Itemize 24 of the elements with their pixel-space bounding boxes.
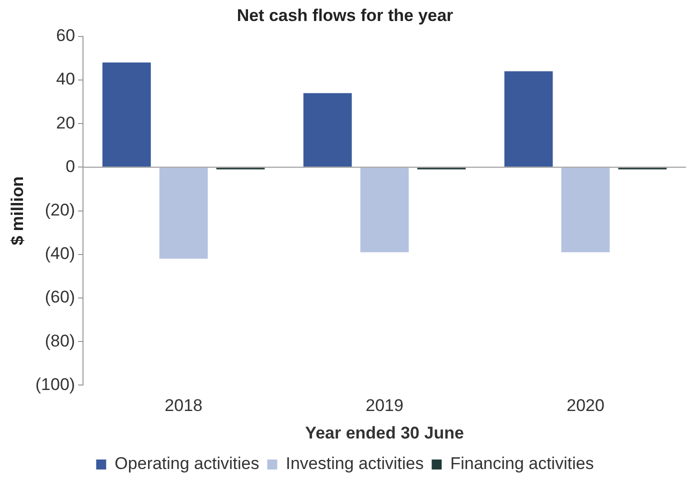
y-tick-label: 20: [56, 113, 76, 132]
y-tick-label: (60): [44, 288, 76, 307]
bar: [159, 168, 208, 259]
legend-label: Financing activities: [450, 454, 594, 474]
bar: [102, 62, 151, 167]
y-tick-label: 60: [56, 26, 76, 46]
y-tick-label: (80): [44, 331, 76, 350]
x-tick-label: 2020: [566, 396, 604, 416]
y-tick-label: (40): [44, 244, 76, 264]
x-axis-title: Year ended 30 June: [305, 423, 464, 442]
bar: [561, 168, 610, 252]
x-tick-label: 2019: [366, 396, 404, 416]
y-tick-label: (100): [35, 374, 76, 394]
y-axis-title: $ million: [8, 176, 27, 246]
legend-label: Investing activities: [286, 454, 424, 474]
bar: [303, 93, 352, 167]
y-tick-label: (20): [44, 200, 76, 220]
bar: [504, 71, 553, 167]
bar: [360, 168, 409, 252]
chart-title: Net cash flows for the year: [236, 6, 454, 25]
y-tick-label: 40: [56, 70, 76, 89]
y-tick-label: 0: [66, 156, 76, 176]
x-tick-label: 2018: [164, 396, 202, 416]
legend-label: Operating activities: [114, 454, 260, 474]
